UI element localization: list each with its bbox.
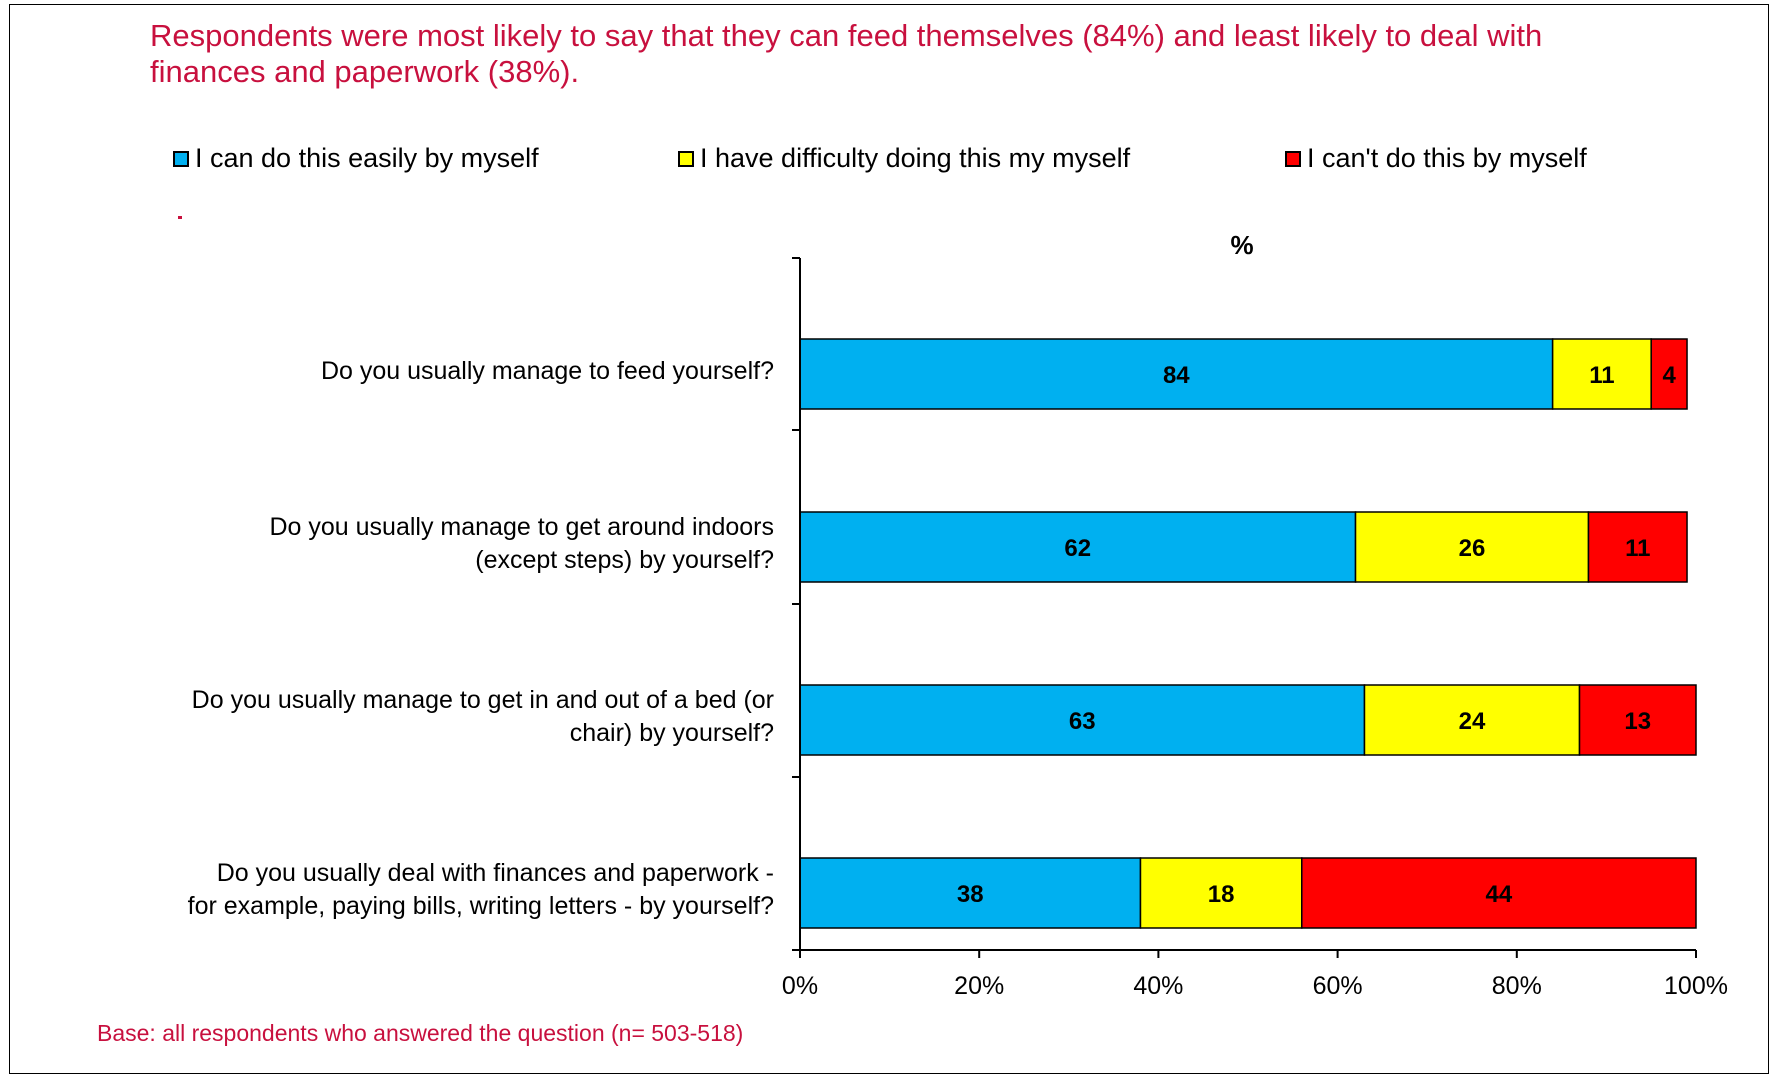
- data-label-3-1: 18: [1208, 881, 1235, 908]
- legend-item-easy: I can do this easily by myself: [173, 143, 539, 174]
- x-tick-label-3: 60%: [1313, 972, 1363, 1000]
- legend-item-cannot: I can't do this by myself: [1285, 143, 1587, 174]
- chart-title: %: [1230, 230, 1253, 260]
- data-label-2-0: 63: [1069, 708, 1096, 735]
- legend-swatch-easy: [173, 150, 189, 167]
- chart-headline: Respondents were most likely to say that…: [150, 18, 1543, 89]
- bar-segment-1-0: [799, 511, 1357, 583]
- x-tick-label-5: 100%: [1664, 972, 1728, 1000]
- category-label-line: Do you usually manage to get in and out …: [191, 686, 774, 714]
- bar-segment-1-2: [1587, 511, 1688, 583]
- bar-segment-2-2: [1578, 684, 1697, 756]
- category-label-2: Do you usually manage to get in and out …: [14, 684, 774, 750]
- category-label-3: Do you usually deal with finances and pa…: [14, 857, 774, 923]
- data-label-2-1: 24: [1459, 708, 1486, 735]
- bar-segment-1-1: [1354, 511, 1590, 583]
- x-tick-label-0: 0%: [782, 972, 818, 1000]
- category-label-line: (except steps) by yourself?: [475, 546, 774, 574]
- category-label-line: chair) by yourself?: [569, 719, 774, 747]
- legend-swatch-cannot: [1285, 150, 1301, 167]
- data-label-0-0: 84: [1163, 362, 1190, 389]
- category-label-line: Do you usually deal with finances and pa…: [216, 859, 774, 887]
- category-label-0: Do you usually manage to feed yourself?: [14, 355, 774, 388]
- x-tick-label-2: 40%: [1133, 972, 1183, 1000]
- data-label-0-1: 11: [1589, 362, 1614, 389]
- category-label-line: for example, paying bills, writing lette…: [187, 892, 774, 920]
- base-footnote: Base: all respondents who answered the q…: [97, 1020, 744, 1046]
- decorative-dot: [178, 216, 182, 219]
- category-label-line: Do you usually manage to feed yourself?: [320, 356, 774, 385]
- legend-label-cannot: I can't do this by myself: [1307, 143, 1587, 173]
- data-label-3-2: 44: [1486, 881, 1513, 908]
- x-tick-label-4: 80%: [1492, 972, 1542, 1000]
- bar-segment-3-2: [1301, 857, 1697, 929]
- bar-segment-2-0: [799, 684, 1366, 756]
- bar-segment-3-1: [1139, 857, 1303, 929]
- bar-segment-0-0: [799, 338, 1554, 410]
- x-tick-label-1: 20%: [954, 972, 1004, 1000]
- data-label-1-0: 62: [1064, 535, 1091, 562]
- data-label-2-2: 13: [1624, 708, 1651, 735]
- data-label-1-2: 11: [1625, 535, 1650, 562]
- category-label-1: Do you usually manage to get around indo…: [14, 511, 775, 577]
- data-label-1-1: 26: [1459, 535, 1486, 562]
- bar-segment-0-2: [1650, 338, 1688, 410]
- legend-label-difficulty: I have difficulty doing this my myself: [700, 143, 1131, 173]
- category-label-line: Do you usually manage to get around indo…: [269, 513, 775, 541]
- data-label-0-2: 4: [1662, 362, 1676, 389]
- data-label-3-0: 38: [957, 881, 984, 908]
- legend-item-difficulty: I have difficulty doing this my myself: [678, 143, 1130, 174]
- legend: I can do this easily by myself I have di…: [0, 143, 1786, 177]
- legend-swatch-difficulty: [678, 150, 694, 167]
- legend-label-easy: I can do this easily by myself: [195, 143, 539, 173]
